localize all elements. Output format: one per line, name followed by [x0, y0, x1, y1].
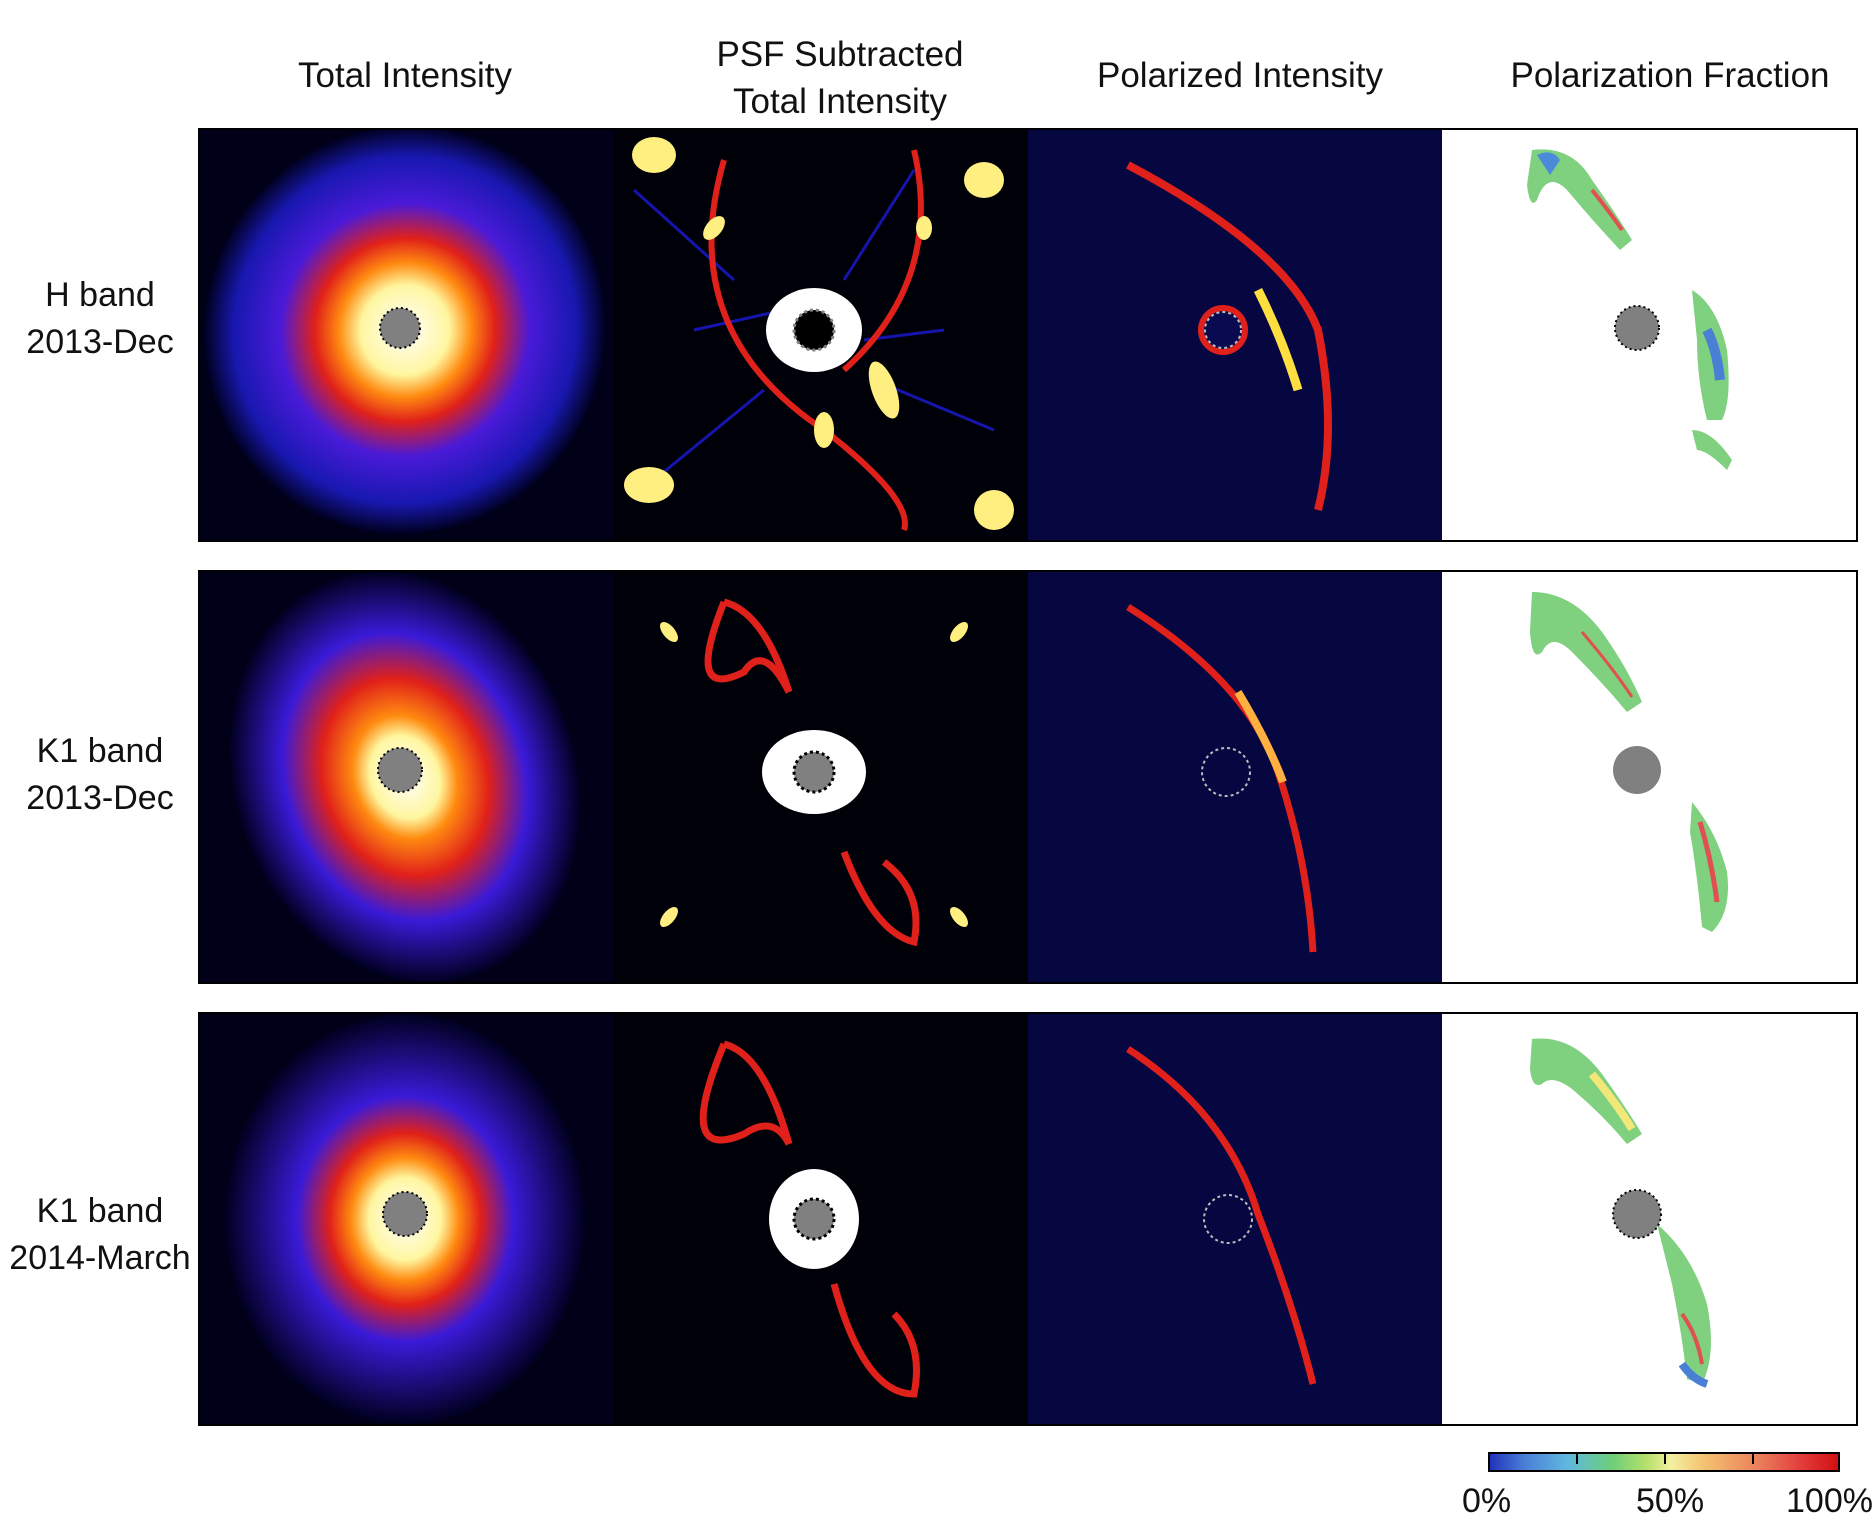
panel-psf-subtracted [614, 130, 1028, 540]
colorbar-tick [1576, 1454, 1578, 1464]
panel-total-intensity [200, 572, 614, 982]
row-label-band: H band [45, 276, 155, 314]
image-row-1 [198, 128, 1858, 542]
panel-polarization-fraction [1442, 1014, 1856, 1424]
col-header-polarized-intensity: Polarized Intensity [1060, 52, 1420, 99]
row-label-date: 2013-Dec [26, 779, 174, 817]
col-header-line: Polarized Intensity [1097, 56, 1383, 95]
colorbar-label-mid: 50% [1636, 1482, 1705, 1520]
panel-polarized-intensity [1028, 1014, 1442, 1424]
colorbar [1488, 1452, 1840, 1472]
panel-total-intensity [200, 1014, 614, 1424]
panel-psf-subtracted [614, 1014, 1028, 1424]
colorbar-label-min: 0% [1462, 1482, 1512, 1520]
col-header-line: Polarization Fraction [1510, 56, 1830, 95]
colorbar-tick [1664, 1454, 1666, 1464]
colorbar-label-max: 100% [1786, 1482, 1873, 1520]
image-row-3 [198, 1012, 1858, 1426]
row-label-band: K1 band [36, 1192, 164, 1230]
col-header-line: Total Intensity [733, 82, 947, 121]
col-header-polarization-fraction: Polarization Fraction [1480, 52, 1860, 99]
row-label-k1-2013dec: K1 band 2013-Dec [0, 728, 200, 822]
panel-polarized-intensity [1028, 572, 1442, 982]
row-label-date: 2013-Dec [26, 323, 174, 361]
image-row-2 [198, 570, 1858, 984]
colorbar-tick [1752, 1454, 1754, 1464]
panel-polarized-intensity [1028, 130, 1442, 540]
row-label-band: K1 band [36, 732, 164, 770]
row-label-k1-2014march: K1 band 2014-March [0, 1188, 200, 1282]
panel-polarization-fraction [1442, 572, 1856, 982]
col-header-line: PSF Subtracted [716, 35, 964, 74]
col-header-total-intensity: Total Intensity [230, 52, 580, 99]
panel-psf-subtracted [614, 572, 1028, 982]
row-label-date: 2014-March [9, 1239, 191, 1277]
row-label-h-2013dec: H band 2013-Dec [0, 272, 200, 366]
panel-total-intensity [200, 130, 614, 540]
col-header-line: Total Intensity [298, 56, 512, 95]
col-header-psf-subtracted: PSF Subtracted Total Intensity [650, 31, 1030, 125]
panel-polarization-fraction [1442, 130, 1856, 540]
